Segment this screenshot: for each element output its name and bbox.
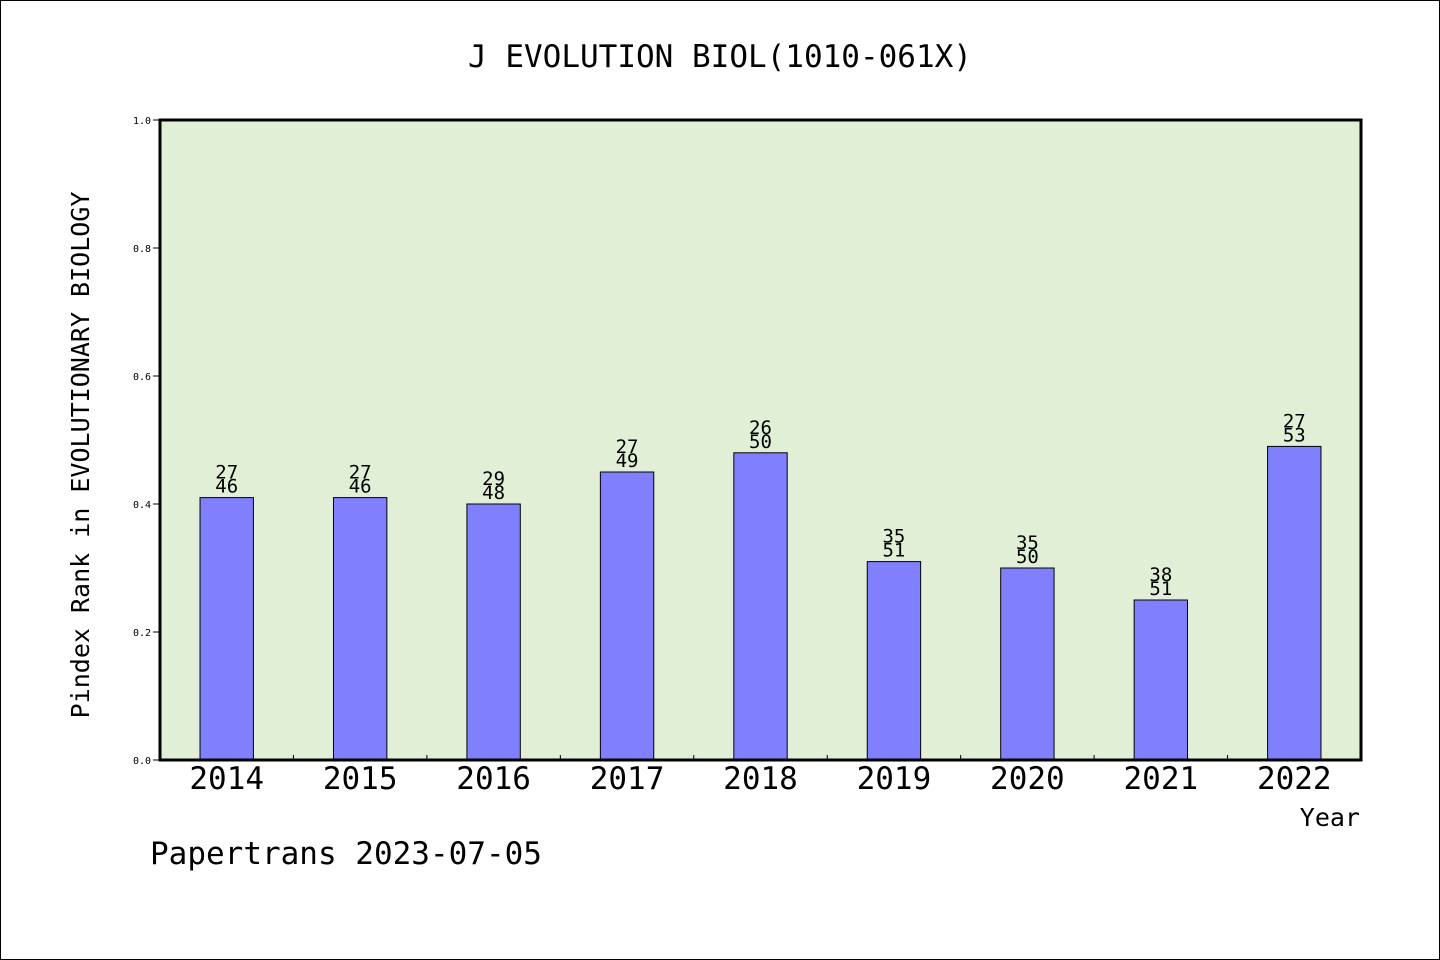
x-tick-label: 2016 <box>456 761 531 797</box>
bar-rank-label: 26 <box>749 417 772 439</box>
bar-rank-label: 27 <box>1283 410 1306 432</box>
x-tick-label: 2018 <box>723 761 798 797</box>
bar-total-label: 51 <box>882 540 905 562</box>
bar-2020 <box>1000 567 1055 761</box>
bar-rank-label: 35 <box>882 526 905 548</box>
y-tick-label: 0.2 <box>133 628 151 639</box>
bar-total-label: 50 <box>1016 546 1039 568</box>
x-tick-label: 2017 <box>590 761 665 797</box>
bar-total-label: 50 <box>749 431 772 453</box>
bar-total-label: 51 <box>1149 578 1172 600</box>
y-tick-labels: 0.0 0.2 0.4 0.6 0.8 1.0 <box>133 116 151 767</box>
y-tick-label: 0.0 <box>133 756 151 767</box>
bar-2019 <box>866 561 922 761</box>
chart-title: J EVOLUTION BIOL(1010-061X) <box>468 39 972 75</box>
bar-total-label: 53 <box>1283 424 1306 446</box>
y-tick-label: 0.4 <box>133 500 151 511</box>
x-tick-label: 2019 <box>857 761 932 797</box>
y-tick-label: 0.6 <box>133 372 151 383</box>
bar-2016 <box>466 503 521 761</box>
bar-2022 <box>1267 445 1322 761</box>
bar-rank-label: 29 <box>482 468 505 490</box>
plot-border <box>158 118 1363 762</box>
bar-rank-label: 27 <box>349 462 372 484</box>
bar-total-label: 46 <box>349 476 372 498</box>
x-tick-label: 2015 <box>323 761 398 797</box>
y-axis-label: Pindex Rank in EVOLUTIONARY BIOLOGY <box>66 192 95 719</box>
x-tick-labels: 2014 2015 2016 2017 2018 2019 2020 2021 2022 <box>189 761 1331 797</box>
x-axis-label: Year <box>1300 803 1360 832</box>
bar-total-label: 46 <box>215 476 238 498</box>
bar-2017 <box>599 471 655 761</box>
bar-2021 <box>1133 599 1189 761</box>
bar-2015 <box>332 497 388 761</box>
y-tick-label: 0.8 <box>133 244 151 255</box>
bar-total-label: 49 <box>616 450 639 472</box>
bar-rank-label: 27 <box>616 436 639 458</box>
x-tick-label: 2014 <box>189 761 264 797</box>
bar-2014 <box>199 497 254 761</box>
bar-rank-label: 27 <box>215 462 238 484</box>
bar-rank-label: 35 <box>1016 532 1039 554</box>
bars <box>199 445 1322 761</box>
y-tick-label: 1.0 <box>133 116 151 127</box>
footer-credit: Papertrans 2023-07-05 <box>150 836 542 872</box>
x-tick-label: 2021 <box>1124 761 1199 797</box>
x-tick-label: 2020 <box>990 761 1065 797</box>
bar-total-label: 48 <box>482 482 505 504</box>
bar-2018 <box>733 452 788 761</box>
bar-rank-label: 38 <box>1149 564 1172 586</box>
x-tick-label: 2022 <box>1257 761 1332 797</box>
